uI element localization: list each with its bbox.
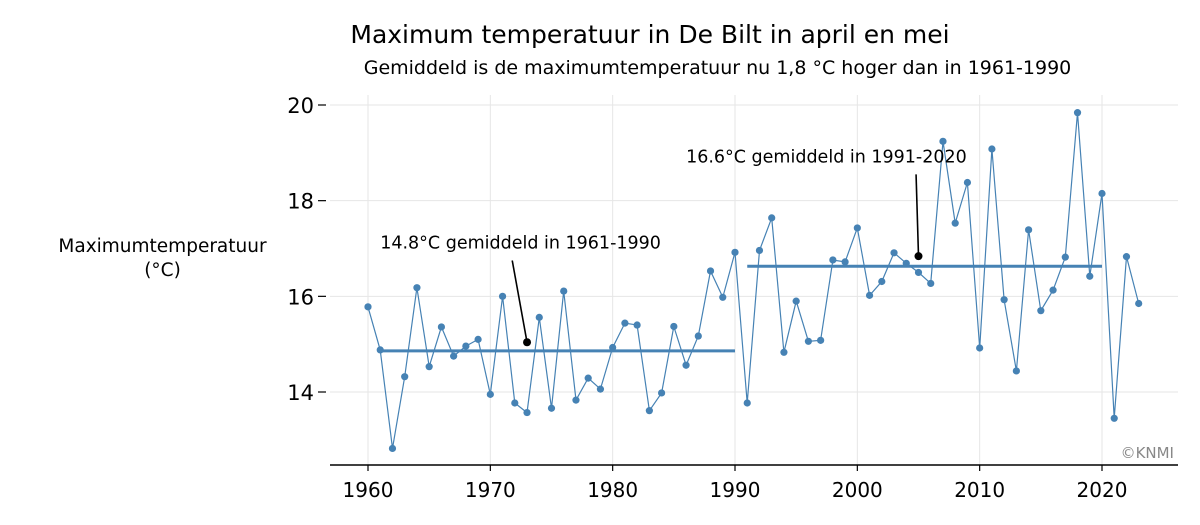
data-point (719, 293, 727, 301)
data-point (474, 335, 482, 343)
data-point (768, 214, 776, 222)
y-axis-label: Maximumtemperatuur (°C) (20, 235, 305, 283)
data-point (1012, 367, 1020, 375)
data-point (560, 287, 568, 295)
annotation-marker (914, 252, 923, 261)
data-point (388, 444, 397, 453)
data-point (853, 224, 861, 232)
annotation-label: 16.6°C gemiddeld in 1991-2020 (686, 147, 967, 167)
data-point (1000, 296, 1008, 304)
data-point (633, 321, 641, 329)
data-point (670, 322, 678, 331)
data-point (1049, 286, 1057, 294)
annotation-label: 14.8°C gemiddeld in 1961-1990 (380, 234, 661, 254)
x-tick-label: 2000 (832, 478, 883, 502)
data-point (963, 178, 972, 187)
data-point (865, 291, 874, 299)
data-point (829, 256, 837, 264)
data-point (596, 385, 605, 393)
data-point (927, 279, 935, 288)
data-point (523, 408, 531, 417)
data-point (1122, 253, 1131, 261)
data-point (376, 346, 384, 354)
data-point (682, 361, 690, 369)
data-point (976, 344, 984, 352)
x-tick-label: 2020 (1077, 478, 1128, 502)
data-point (878, 277, 886, 286)
y-tick-label: 14 (287, 381, 314, 405)
data-point (743, 399, 751, 407)
data-point (817, 336, 825, 344)
y-axis-label-line1: Maximumtemperatuur (58, 236, 267, 257)
data-point (1110, 414, 1118, 422)
data-point (462, 342, 470, 350)
data-point (792, 297, 800, 305)
data-point (645, 407, 653, 415)
data-point (1135, 299, 1143, 308)
data-point (804, 337, 813, 345)
data-point (780, 348, 788, 356)
data-point (486, 390, 494, 398)
x-tick-label: 1990 (710, 478, 761, 502)
annotation-marker (523, 338, 532, 347)
data-point (1061, 253, 1069, 261)
data-point (902, 259, 910, 267)
x-tick-label: 2010 (954, 478, 1005, 502)
data-point (731, 248, 739, 256)
data-point (1037, 307, 1045, 315)
data-point (1098, 189, 1106, 198)
data-point (914, 268, 923, 277)
data-point (401, 373, 409, 381)
data-point (939, 137, 947, 145)
x-tick-label: 1980 (587, 478, 638, 502)
data-point (437, 323, 445, 331)
data-point (498, 292, 507, 300)
y-tick-label: 20 (287, 94, 314, 118)
x-tick-label: 1960 (343, 478, 394, 502)
data-point (694, 332, 702, 340)
data-point (951, 219, 959, 227)
data-point (450, 352, 458, 360)
data-point (572, 396, 580, 404)
data-point (755, 246, 764, 255)
data-point (511, 399, 519, 407)
data-point (413, 284, 421, 292)
data-point (1025, 226, 1033, 234)
y-tick-label: 16 (287, 285, 314, 309)
annotation-leader (511, 260, 528, 343)
annotation-leader (915, 174, 920, 257)
data-point (1086, 272, 1094, 280)
data-point (1073, 109, 1082, 117)
y-tick-label: 18 (287, 190, 314, 214)
data-point (547, 404, 556, 412)
data-point (706, 267, 715, 275)
data-point (890, 249, 898, 257)
chart-title: Maximum temperatuur in De Bilt in april … (350, 20, 950, 49)
data-point (535, 313, 543, 321)
data-point (425, 363, 433, 371)
x-tick-label: 1970 (465, 478, 516, 502)
data-point (621, 319, 629, 327)
data-point (584, 374, 592, 382)
data-point (609, 343, 617, 352)
chart-subtitle: Gemiddeld is de maximumtemperatuur nu 1,… (363, 57, 1072, 79)
data-point (658, 389, 666, 397)
y-axis-label-line2: (°C) (144, 260, 181, 281)
data-point (988, 145, 996, 153)
data-point (841, 258, 849, 266)
credit-label: ©KNMI (1121, 444, 1174, 462)
data-point (364, 303, 372, 311)
series-line (367, 112, 1140, 449)
